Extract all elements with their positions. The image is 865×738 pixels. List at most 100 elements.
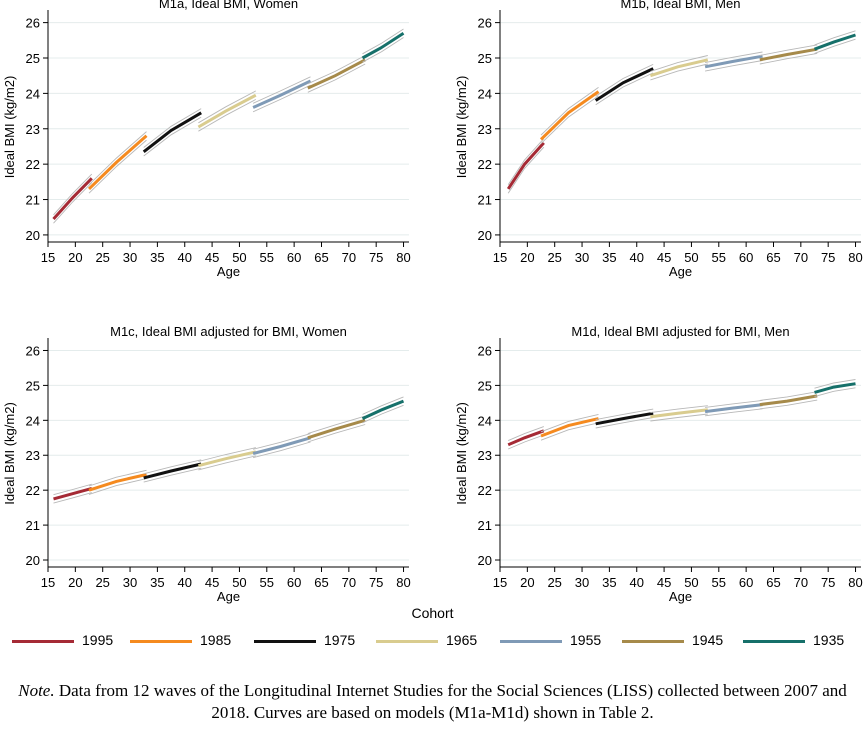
ci-lower-1945 (759, 399, 818, 410)
y-tick-label: 22 (478, 157, 492, 172)
y-axis-label: Ideal BMI (kg/m2) (454, 402, 469, 505)
series-line-1945 (307, 418, 366, 440)
x-axis-label: Age (669, 589, 692, 604)
x-tick-label: 45 (205, 250, 219, 265)
ci-upper-1935 (814, 30, 856, 46)
y-tick-label: 26 (478, 16, 492, 31)
legend-label-1935: 1935 (813, 632, 845, 648)
ci-upper-1995 (53, 173, 93, 216)
y-tick-label: 24 (478, 413, 492, 428)
y-tick-label: 20 (478, 228, 492, 243)
ci-upper-1945 (759, 44, 818, 56)
y-tick-label: 21 (478, 518, 492, 533)
x-tick-label: 20 (68, 250, 82, 265)
chart-title: M1b, Ideal BMI, Men (621, 0, 741, 11)
ci-lower-1985 (88, 478, 147, 495)
legend-swatch-1965 (376, 640, 438, 643)
x-tick-label: 50 (232, 575, 246, 590)
ci-upper-1985 (88, 469, 147, 487)
x-tick-label: 60 (287, 575, 301, 590)
series-line-1975 (595, 411, 654, 426)
ci-upper-1935 (362, 396, 404, 415)
x-tick-label: 25 (95, 250, 109, 265)
y-axis-label: Ideal BMI (kg/m2) (2, 76, 17, 179)
legend-label-1945: 1945 (692, 632, 724, 648)
series-line-1965 (197, 93, 257, 129)
x-tick-label: 45 (205, 575, 219, 590)
x-tick-label: 40 (630, 250, 644, 265)
ci-upper-1985 (88, 131, 147, 186)
ci-upper-1955 (252, 76, 311, 104)
x-tick-label: 65 (766, 575, 780, 590)
x-tick-label: 70 (342, 250, 356, 265)
series-line-1995 (52, 177, 93, 221)
ci-upper-1975 (143, 108, 202, 148)
ci-lower-1955 (252, 441, 311, 459)
ci-lower-1945 (759, 52, 818, 65)
x-tick-label: 75 (821, 250, 835, 265)
y-axis-label: Ideal BMI (kg/m2) (2, 402, 17, 505)
ci-upper-1985 (540, 87, 599, 136)
ci-lower-1985 (540, 95, 599, 144)
series-line-1955 (252, 79, 312, 109)
x-tick-label: 40 (178, 575, 192, 590)
x-tick-label: 15 (41, 575, 55, 590)
legend-title: Cohort (411, 605, 454, 621)
x-tick-label: 15 (41, 250, 55, 265)
y-tick-label: 26 (478, 343, 492, 358)
ci-upper-1935 (362, 28, 404, 55)
x-tick-label: 45 (657, 575, 671, 590)
x-tick-label: 15 (493, 575, 507, 590)
x-tick-label: 65 (314, 575, 328, 590)
x-tick-label: 50 (232, 250, 246, 265)
x-axis-label: Age (217, 589, 240, 604)
series-line-1945 (307, 58, 366, 90)
legend-swatch-1955 (500, 640, 562, 643)
x-tick-label: 65 (766, 250, 780, 265)
note-text: Data from 12 waves of the Longitudinal I… (58, 681, 847, 722)
ci-lower-1995 (53, 492, 92, 504)
ci-lower-1935 (814, 387, 856, 398)
series-line-1945 (759, 47, 818, 62)
x-tick-label: 45 (657, 250, 671, 265)
series-line-1985 (540, 417, 599, 438)
series-line-1935 (813, 33, 856, 51)
y-tick-label: 23 (26, 122, 40, 137)
ci-lower-1935 (814, 38, 856, 54)
ci-lower-1955 (705, 408, 763, 417)
panel-m1d: M1d, Ideal BMI adjusted for BMI, Men 20 21… (454, 324, 863, 604)
y-tick-label: 25 (478, 51, 492, 66)
ci-lower-1995 (53, 182, 93, 224)
series-line-1965 (650, 408, 708, 419)
legend-label-1985: 1985 (200, 632, 232, 648)
x-tick-label: 75 (369, 250, 383, 265)
x-tick-label: 30 (123, 250, 137, 265)
x-tick-label: 55 (260, 575, 274, 590)
y-tick-label: 20 (478, 553, 492, 568)
ci-lower-1945 (307, 63, 366, 93)
ci-upper-1965 (198, 447, 256, 462)
y-tick-label: 25 (26, 378, 40, 393)
x-tick-label: 80 (848, 575, 862, 590)
ci-upper-1945 (307, 55, 366, 85)
ci-upper-1965 (650, 405, 708, 414)
y-tick-label: 25 (478, 378, 492, 393)
x-tick-label: 35 (150, 250, 164, 265)
x-tick-label: 60 (739, 575, 753, 590)
x-tick-label: 80 (848, 250, 862, 265)
series-line-1965 (198, 450, 257, 468)
y-tick-label: 26 (26, 16, 40, 31)
ci-lower-1965 (198, 99, 257, 132)
ci-upper-1965 (198, 90, 257, 124)
x-tick-label: 55 (712, 575, 726, 590)
series-line-1955 (704, 54, 763, 69)
x-axis-label: Age (217, 264, 240, 279)
ci-lower-1975 (595, 72, 654, 106)
series-line-1955 (252, 436, 311, 455)
ci-upper-1995 (507, 138, 545, 185)
x-tick-label: 15 (493, 250, 507, 265)
ci-upper-1975 (595, 63, 654, 97)
x-tick-label: 35 (602, 575, 616, 590)
